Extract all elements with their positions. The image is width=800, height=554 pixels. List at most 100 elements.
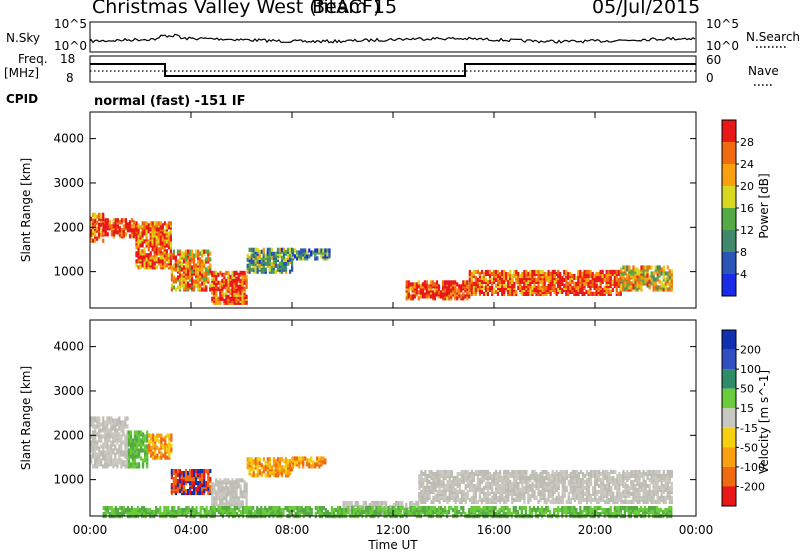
power-cell xyxy=(215,270,218,275)
velocity-cell xyxy=(489,497,492,502)
velocity-cell xyxy=(547,479,550,485)
power-cell xyxy=(615,281,618,286)
power-cell xyxy=(646,265,649,270)
velocity-cell xyxy=(183,512,186,517)
velocity-cell xyxy=(122,460,125,465)
velocity-cell xyxy=(428,469,431,475)
power-cell xyxy=(454,280,457,285)
power-cell xyxy=(239,278,242,283)
power-cell xyxy=(575,275,578,281)
velocity-cell xyxy=(211,492,214,497)
nave-label: Nave xyxy=(748,64,779,78)
velocity-cell xyxy=(438,477,441,483)
velocity-cell xyxy=(112,458,115,463)
velocity-cell xyxy=(563,473,566,479)
velocity-cell xyxy=(193,485,196,490)
power-cell xyxy=(170,253,173,258)
velocity-cell xyxy=(415,504,418,510)
velocity-cell xyxy=(296,456,299,461)
velocity-cell xyxy=(472,471,475,477)
velocity-cell xyxy=(106,444,109,449)
velocity-cell xyxy=(195,510,198,515)
power-cell xyxy=(486,291,490,296)
velocity-cell xyxy=(142,432,145,437)
velocity-cell xyxy=(276,510,279,515)
power-cell xyxy=(191,253,194,258)
power-cell xyxy=(149,261,152,266)
power-cell xyxy=(205,285,208,290)
power-cell xyxy=(505,271,508,277)
power-cell xyxy=(141,237,144,242)
velocity-cell xyxy=(241,478,244,483)
velocity-echo-region xyxy=(211,478,248,509)
power-cell xyxy=(159,225,162,230)
power-cell xyxy=(513,269,516,275)
power-cell xyxy=(476,287,479,292)
velocity-cell xyxy=(438,495,441,500)
velocity-cell xyxy=(577,471,580,477)
power-cell xyxy=(458,284,461,289)
power-cell xyxy=(243,286,246,291)
power-cell xyxy=(227,282,230,287)
power-cell xyxy=(328,248,331,253)
velocity-cell xyxy=(100,458,103,463)
velocity-cell xyxy=(630,479,633,485)
nsky-scale-bottom: 10^0 xyxy=(54,39,87,53)
velocity-cell xyxy=(523,499,526,504)
velocity-cell xyxy=(242,510,245,515)
velocity-cell xyxy=(424,485,427,490)
power-cell xyxy=(98,222,101,227)
velocity-cell xyxy=(438,487,441,492)
power-cell xyxy=(617,277,620,282)
velocity-cell xyxy=(495,473,498,479)
power-cell xyxy=(300,254,303,259)
velocity-cell xyxy=(296,510,299,515)
velocity-cell xyxy=(583,497,587,502)
velocity-cell xyxy=(380,510,384,516)
velocity-cell xyxy=(652,475,655,481)
velocity-cell xyxy=(519,487,522,492)
velocity-cell xyxy=(254,473,257,478)
velocity-cell xyxy=(616,493,619,498)
power-cell xyxy=(316,256,319,261)
velocity-cell xyxy=(131,444,135,449)
velocity-cell xyxy=(276,506,279,511)
power-cell xyxy=(137,247,140,252)
velocity-cell xyxy=(231,512,235,517)
velocity-cell xyxy=(525,469,528,475)
power-cell xyxy=(187,249,190,254)
power-cell xyxy=(250,257,253,262)
power-cell xyxy=(440,294,443,299)
velocity-cell xyxy=(258,457,261,462)
power-cell xyxy=(318,248,321,253)
power-cell xyxy=(90,222,93,227)
power-cell xyxy=(258,259,261,264)
power-cell xyxy=(153,261,156,266)
velocity-cell xyxy=(442,475,445,481)
velocity-cell xyxy=(195,490,198,496)
power-cell xyxy=(235,276,238,281)
power-cell xyxy=(605,289,608,294)
velocity-cell xyxy=(286,506,289,511)
velocity-cell xyxy=(126,464,129,469)
power-cell xyxy=(480,275,484,281)
power-echo-region xyxy=(468,269,558,296)
power-cell xyxy=(110,224,113,229)
velocity-cell xyxy=(501,483,504,489)
power-cell xyxy=(203,277,206,282)
velocity-cell xyxy=(306,512,309,517)
velocity-cell xyxy=(482,495,486,500)
power-cell xyxy=(521,277,524,282)
velocity-cell xyxy=(227,500,230,505)
velocity-cell xyxy=(272,469,275,474)
power-cell xyxy=(161,255,164,260)
velocity-cell xyxy=(182,481,186,486)
velocity-cell xyxy=(598,469,601,475)
power-cell xyxy=(153,221,156,226)
velocity-cell xyxy=(610,469,613,475)
power-cell xyxy=(239,284,242,289)
velocity-cell xyxy=(555,469,558,475)
power-cell xyxy=(478,289,482,294)
power-cell xyxy=(149,251,152,256)
velocity-cell xyxy=(195,506,198,511)
